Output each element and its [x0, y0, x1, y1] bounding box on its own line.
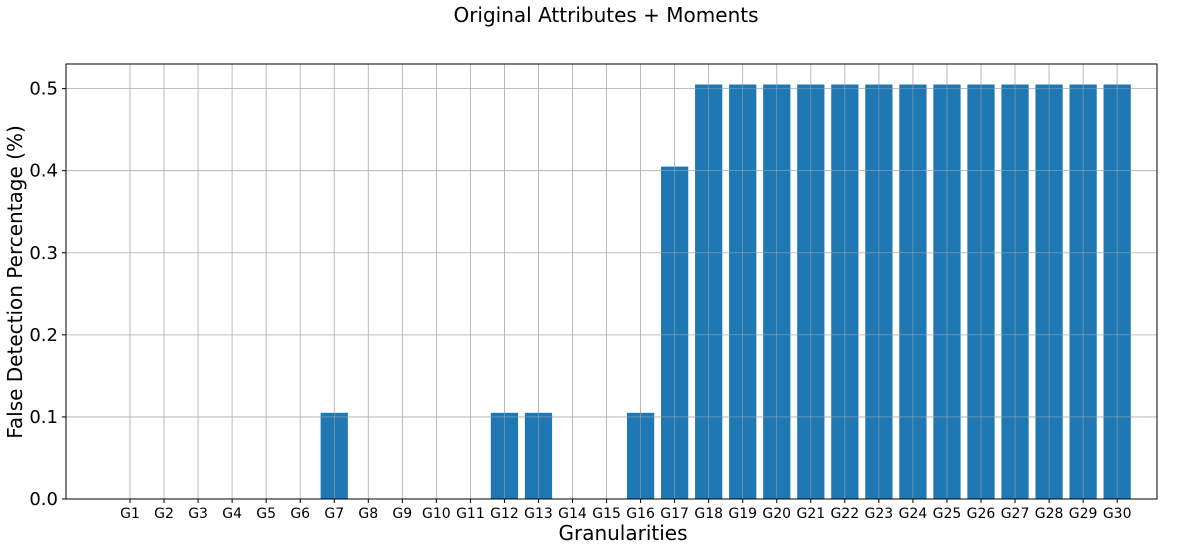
x-tick-label: G4: [222, 506, 242, 522]
x-tick-label: G9: [392, 506, 412, 522]
x-tick-label: G20: [762, 506, 791, 522]
bars: [320, 84, 1131, 500]
x-tick-label: G6: [290, 506, 310, 522]
grid-overlay: [66, 64, 1157, 500]
x-tick-label: G29: [1069, 506, 1098, 522]
y-tick-label: 0.2: [29, 325, 58, 346]
y-tick-label: 0.5: [29, 79, 58, 100]
y-tick-label: 0.4: [29, 161, 58, 182]
x-tick-label: G12: [490, 506, 519, 522]
x-tick-label: G24: [899, 506, 928, 522]
x-tick-label: G27: [1001, 506, 1030, 522]
chart-title: Original Attributes + Moments: [453, 3, 758, 27]
x-tick-label: G7: [324, 506, 344, 522]
y-tick-label: 0.1: [29, 407, 58, 428]
x-tick-label: G13: [524, 506, 553, 522]
plot-frame: [65, 63, 1158, 500]
x-tick-label: G11: [456, 506, 485, 522]
x-tick-label: G30: [1103, 506, 1132, 522]
y-ticks: 0.0 0.1 0.2 0.3 0.4 0.5: [29, 79, 66, 510]
x-tick-label: G28: [1035, 506, 1064, 522]
x-tick-label: G8: [358, 506, 378, 522]
x-tick-label: G23: [865, 506, 894, 522]
y-tick-label: 0.0: [29, 489, 58, 510]
x-tick-label: G18: [694, 506, 723, 522]
y-axis-label: False Detection Percentage (%): [3, 125, 27, 439]
x-tick-label: G14: [558, 506, 587, 522]
x-tick-label: G10: [422, 506, 451, 522]
x-tick-label: G17: [660, 506, 689, 522]
x-tick-label: G5: [256, 506, 276, 522]
x-tick-label: G3: [188, 506, 208, 522]
x-tick-label: G1: [120, 506, 140, 522]
x-tick-label: G15: [592, 506, 621, 522]
x-tick-label: G26: [967, 506, 996, 522]
x-tick-label: G16: [626, 506, 655, 522]
x-tick-label: G25: [933, 506, 962, 522]
x-tick-label: G22: [831, 506, 860, 522]
x-ticks: G1 G2 G3 G4 G5 G6 G7 G8 G9 G10 G11 G12 G13 G14 G15 G16 G…: [120, 499, 1131, 522]
y-tick-label: 0.3: [29, 243, 58, 264]
x-tick-label: G21: [796, 506, 825, 522]
x-tick-label: G2: [154, 506, 174, 522]
x-tick-label: G19: [728, 506, 757, 522]
x-axis-label: Granularities: [558, 521, 687, 545]
